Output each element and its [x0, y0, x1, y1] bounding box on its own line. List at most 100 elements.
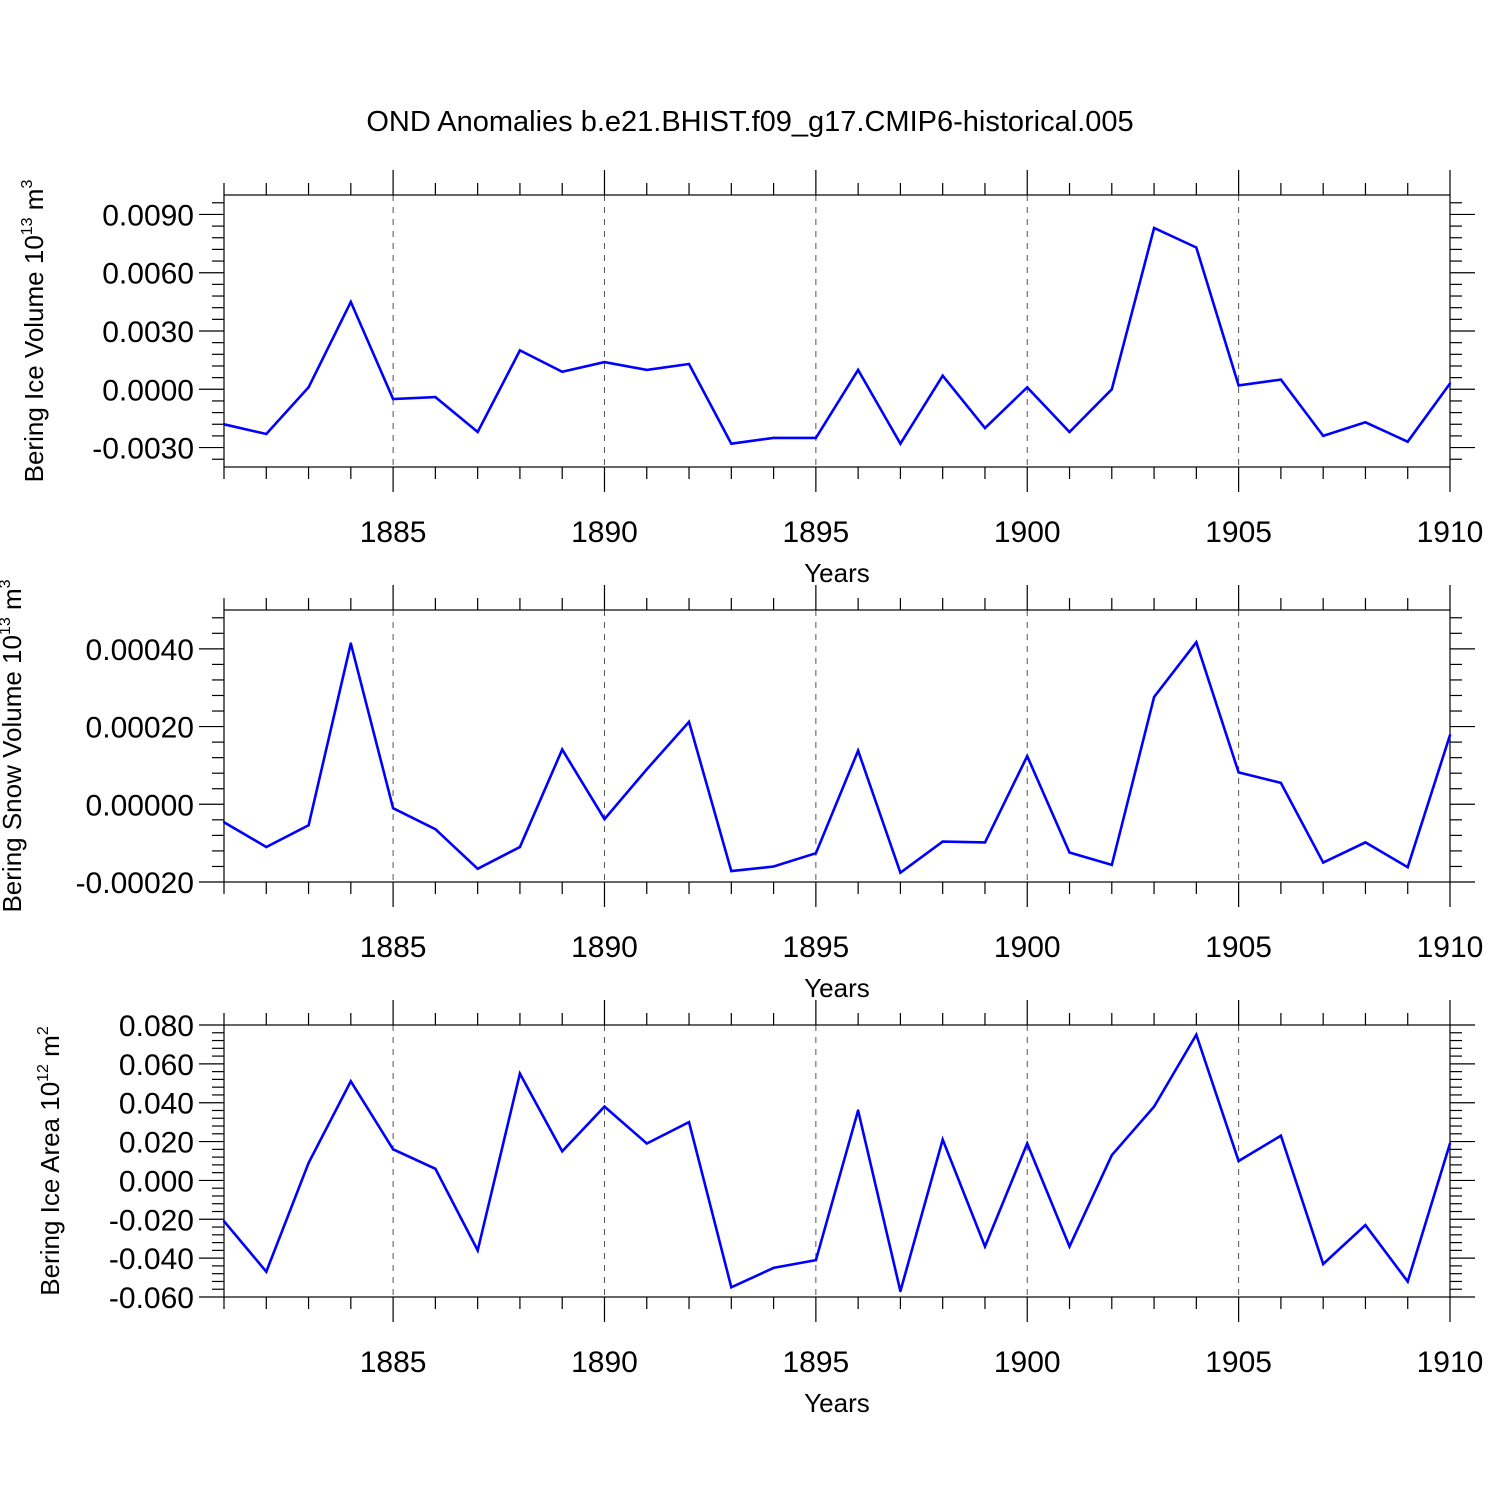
data-point: [730, 442, 733, 445]
data-point: [307, 824, 310, 827]
data-point: [814, 1258, 818, 1262]
x-tick-label: 1900: [994, 516, 1061, 549]
y-axis-label-exponent: 12: [35, 1064, 52, 1082]
data-point: [265, 1270, 268, 1273]
data-point: [941, 374, 944, 377]
data-point: [730, 869, 733, 873]
data-point: [518, 1072, 522, 1075]
plot-frame: [223, 1024, 1451, 1298]
data-point: [222, 820, 226, 824]
data-point: [1321, 1262, 1325, 1266]
data-point: [856, 368, 860, 372]
y-tick-label: 0.00040: [86, 634, 194, 667]
y-tick-label: 0.040: [119, 1088, 194, 1121]
data-point: [603, 817, 606, 821]
x-tick-label: 1905: [1205, 931, 1272, 964]
x-tick-label: 1905: [1205, 516, 1272, 549]
data-point: [518, 845, 522, 849]
data-point: [1448, 733, 1452, 737]
data-point: [645, 1142, 648, 1145]
data-point: [603, 360, 606, 364]
data-point: [1279, 781, 1283, 785]
y-tick-label: 0.00020: [86, 712, 194, 745]
data-point: [1406, 1280, 1409, 1283]
y-axis-label-unit-exponent: 3: [19, 180, 36, 189]
data-point: [434, 1167, 437, 1170]
data-point: [941, 840, 944, 843]
x-axis-label: Years: [804, 973, 870, 1003]
data-point: [349, 1080, 353, 1083]
x-tick-label: 1885: [360, 1346, 427, 1379]
data-point: [265, 845, 268, 849]
x-tick-label: 1905: [1205, 1346, 1272, 1379]
data-point: [1068, 430, 1071, 434]
data-point: [307, 1161, 310, 1165]
data-point: [772, 865, 775, 868]
data-point: [434, 395, 437, 399]
x-tick-label: 1895: [782, 931, 849, 964]
data-point: [1026, 754, 1029, 758]
y-tick-label: 0.0030: [102, 316, 194, 349]
data-point: [349, 642, 353, 645]
plot-frame: [223, 609, 1451, 883]
y-axis-label-exponent: 13: [0, 617, 14, 635]
data-point: [772, 1266, 775, 1270]
data-point: [1364, 841, 1367, 844]
data-point: [983, 426, 987, 430]
data-point: [941, 1138, 944, 1141]
data-point: [687, 720, 691, 724]
y-axis-label: Bering Snow Volume 1013 m3: [0, 579, 27, 912]
series-line: [223, 1031, 1452, 1292]
data-point: [1110, 388, 1113, 391]
data-point: [1195, 246, 1198, 249]
data-point: [1195, 1033, 1198, 1036]
x-tick-label: 1910: [1417, 1346, 1484, 1379]
series-line: [223, 639, 1452, 875]
x-tick-label: 1890: [571, 931, 638, 964]
x-tick-label: 1900: [994, 931, 1061, 964]
y-axis-label-text: Bering Snow Volume 10: [0, 635, 27, 913]
y-axis-label-unit: m: [35, 1035, 65, 1064]
data-point: [1406, 866, 1409, 869]
y-tick-label: 0.0060: [102, 258, 194, 291]
y-tick-label: 0.080: [119, 1010, 194, 1043]
x-tick-label: 1895: [782, 1346, 849, 1379]
y-tick-label: -0.040: [109, 1243, 194, 1276]
x-tick-label: 1885: [360, 516, 427, 549]
data-point: [434, 827, 437, 831]
data-point: [687, 1120, 691, 1124]
data-point: [899, 1289, 902, 1293]
data-point: [391, 397, 395, 401]
x-axis-label: Years: [804, 558, 870, 588]
data-point: [307, 386, 310, 389]
panel-1: -0.0030 0.0000 0.0030 0.0060 0.0090 1885 1890 1…: [19, 170, 1483, 588]
y-tick-label: -0.00020: [76, 867, 194, 900]
x-tick-label: 1885: [360, 931, 427, 964]
data-point: [1321, 861, 1325, 864]
data-point: [1152, 695, 1156, 699]
plot-frame: [223, 194, 1451, 468]
y-axis-label-unit-exponent: 2: [35, 1026, 52, 1035]
data-point: [1448, 382, 1452, 385]
data-point: [1237, 384, 1240, 387]
data-point: [1026, 386, 1029, 389]
data-point: [1279, 378, 1283, 381]
panel-3: -0.060 -0.040 -0.020 0.000 0.020 0.040 0.060 0.…: [35, 1000, 1483, 1418]
data-point: [1152, 1105, 1156, 1108]
data-point: [645, 768, 648, 771]
data-point: [391, 806, 395, 810]
data-point: [1406, 440, 1409, 443]
data-point: [561, 370, 564, 373]
data-point: [1237, 771, 1240, 774]
data-point: [899, 442, 902, 445]
x-axis-label: Years: [804, 1388, 870, 1418]
y-axis-label: Bering Ice Area 1012 m2: [35, 1026, 65, 1296]
y-tick-label: -0.020: [109, 1204, 194, 1237]
data-point: [1448, 1142, 1452, 1145]
y-axis-label-unit-exponent: 3: [0, 579, 14, 588]
y-tick-label: 0.000: [119, 1165, 194, 1198]
y-tick-label: 0.0000: [102, 374, 194, 407]
x-tick-label: 1895: [782, 516, 849, 549]
y-axis-label-unit: m: [19, 189, 49, 218]
data-point: [899, 871, 902, 874]
